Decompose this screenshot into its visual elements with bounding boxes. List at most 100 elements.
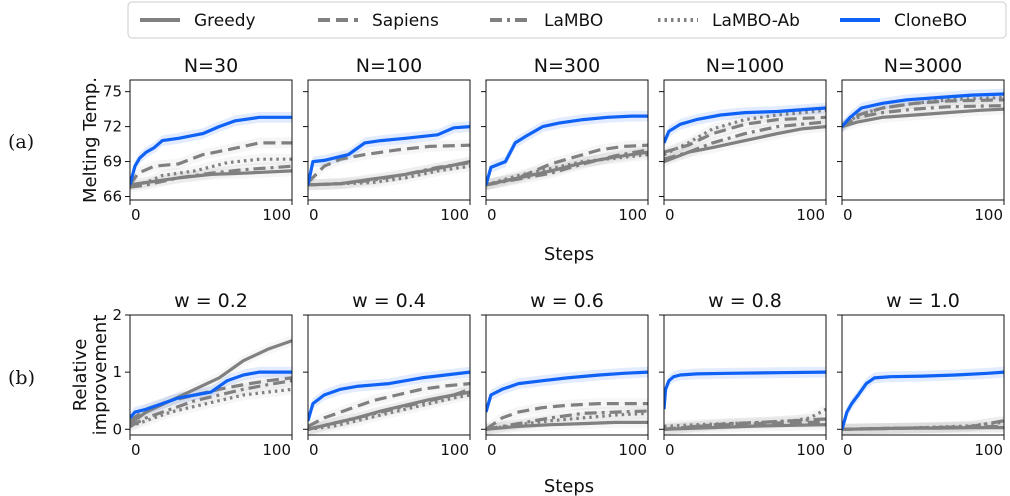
line-clonebo xyxy=(486,114,648,186)
band-sapiens xyxy=(486,398,648,435)
x-tick-label: 100 xyxy=(974,206,1003,224)
line-lambo xyxy=(130,379,292,428)
row-tag: (b) xyxy=(8,367,35,389)
band-sapiens xyxy=(308,378,470,432)
panel-title: N=30 xyxy=(184,55,238,77)
axes-frame xyxy=(841,314,1005,436)
panel-title: w = 0.2 xyxy=(174,290,248,312)
line-sapiens xyxy=(486,402,648,431)
y-tick-label: 0 xyxy=(112,420,122,438)
x-tick-label: 0 xyxy=(487,206,497,224)
band-lambo xyxy=(130,160,292,193)
x-axis-label: Steps xyxy=(544,244,594,265)
line-greedy xyxy=(842,107,1004,129)
line-lamboab xyxy=(486,153,648,187)
band-lamboab xyxy=(842,417,1004,435)
line-lamboab xyxy=(486,411,648,431)
band-lambo xyxy=(130,375,292,432)
band-clonebo xyxy=(664,102,826,149)
band-clonebo xyxy=(130,111,292,191)
panel-title: w = 1.0 xyxy=(886,290,960,312)
x-tick-label: 100 xyxy=(262,206,291,224)
line-lamboab xyxy=(308,164,470,187)
line-clonebo xyxy=(130,115,292,186)
band-clonebo xyxy=(664,366,826,415)
panel-0-2: N=300 0 100 xyxy=(481,55,649,224)
panel-0-3: N=1000 0 100 xyxy=(659,55,827,224)
band-clonebo xyxy=(486,110,648,191)
legend-label-greedy: Greedy xyxy=(194,11,256,31)
y-axis-label: Relative xyxy=(70,339,91,412)
panel-title: w = 0.8 xyxy=(708,290,782,312)
legend-label-lambo: LaMBO xyxy=(544,11,603,31)
line-clonebo xyxy=(842,370,1004,430)
axes-frame xyxy=(129,79,293,201)
line-lambo xyxy=(486,148,648,187)
legend-frame xyxy=(127,1,1007,39)
axes-frame xyxy=(485,79,649,201)
axes-frame xyxy=(841,79,1005,201)
line-lamboab xyxy=(308,393,470,431)
band-clonebo xyxy=(308,121,470,191)
line-lambo xyxy=(842,104,1004,128)
line-lamboab xyxy=(130,387,292,428)
panel-1-0: w = 0.2 0 100 0 1 2 xyxy=(112,290,293,459)
line-clonebo xyxy=(308,125,470,186)
x-tick-label: 100 xyxy=(262,441,291,459)
line-clonebo xyxy=(486,370,648,413)
panel-1-1: w = 0.4 0 100 xyxy=(303,290,471,459)
row-labels: (a) Melting Temp. Steps (b) Relative improvem… xyxy=(8,77,594,496)
x-tick-label: 0 xyxy=(665,441,675,459)
y-tick-label: 72 xyxy=(103,118,122,136)
line-lambo xyxy=(664,417,826,431)
panel-title: w = 0.4 xyxy=(352,290,426,312)
axes-frame xyxy=(663,79,827,201)
panel-1-3: w = 0.8 0 100 xyxy=(659,290,827,459)
panel-title: N=1000 xyxy=(706,55,785,77)
panel-title: N=100 xyxy=(356,55,422,77)
x-tick-label: 100 xyxy=(618,441,647,459)
line-sapiens xyxy=(486,143,648,187)
y-tick-label: 75 xyxy=(103,83,122,101)
y-tick-label: 69 xyxy=(103,153,122,171)
panel-0-4: N=3000 0 100 xyxy=(837,55,1005,224)
legend: Greedy Sapiens LaMBO LaMBO-Ab CloneBO xyxy=(127,1,1007,39)
y-tick-label: 1 xyxy=(112,363,122,381)
y-tick-label: 66 xyxy=(103,188,122,206)
x-tick-label: 0 xyxy=(487,441,497,459)
line-sapiens xyxy=(842,98,1004,128)
line-sapiens xyxy=(130,141,292,186)
y-tick-label: 2 xyxy=(112,306,122,324)
y-axis-label: improvement xyxy=(90,315,111,436)
line-clonebo xyxy=(842,92,1004,128)
axes-frame xyxy=(485,314,649,436)
axes-frame xyxy=(307,79,471,201)
line-lambo xyxy=(842,419,1004,431)
y-axis-label: Melting Temp. xyxy=(80,77,101,203)
panel-title: w = 0.6 xyxy=(530,290,604,312)
band-clonebo xyxy=(486,366,648,418)
x-tick-label: 0 xyxy=(131,441,141,459)
line-lambo xyxy=(664,120,826,161)
panel-1-2: w = 0.6 0 100 xyxy=(481,290,649,459)
legend-label-sapiens: Sapiens xyxy=(372,11,439,31)
line-clonebo xyxy=(664,106,826,144)
axes-frame xyxy=(663,314,827,436)
line-clonebo xyxy=(664,370,826,410)
row-tag: (a) xyxy=(8,131,34,153)
band-lamboab xyxy=(486,407,648,435)
x-tick-label: 100 xyxy=(974,441,1003,459)
line-sapiens xyxy=(308,382,470,428)
x-tick-label: 0 xyxy=(843,206,853,224)
x-tick-label: 0 xyxy=(309,206,319,224)
band-lamboab xyxy=(130,383,292,432)
x-tick-label: 100 xyxy=(796,441,825,459)
axes-frame xyxy=(129,314,293,436)
panel-1-4: w = 1.0 0 100 xyxy=(837,290,1005,459)
x-tick-label: 100 xyxy=(796,206,825,224)
x-tick-label: 100 xyxy=(440,206,469,224)
panel-0-0: N=30 0 100 66 69 72 75 xyxy=(103,55,293,224)
x-tick-label: 0 xyxy=(843,441,853,459)
